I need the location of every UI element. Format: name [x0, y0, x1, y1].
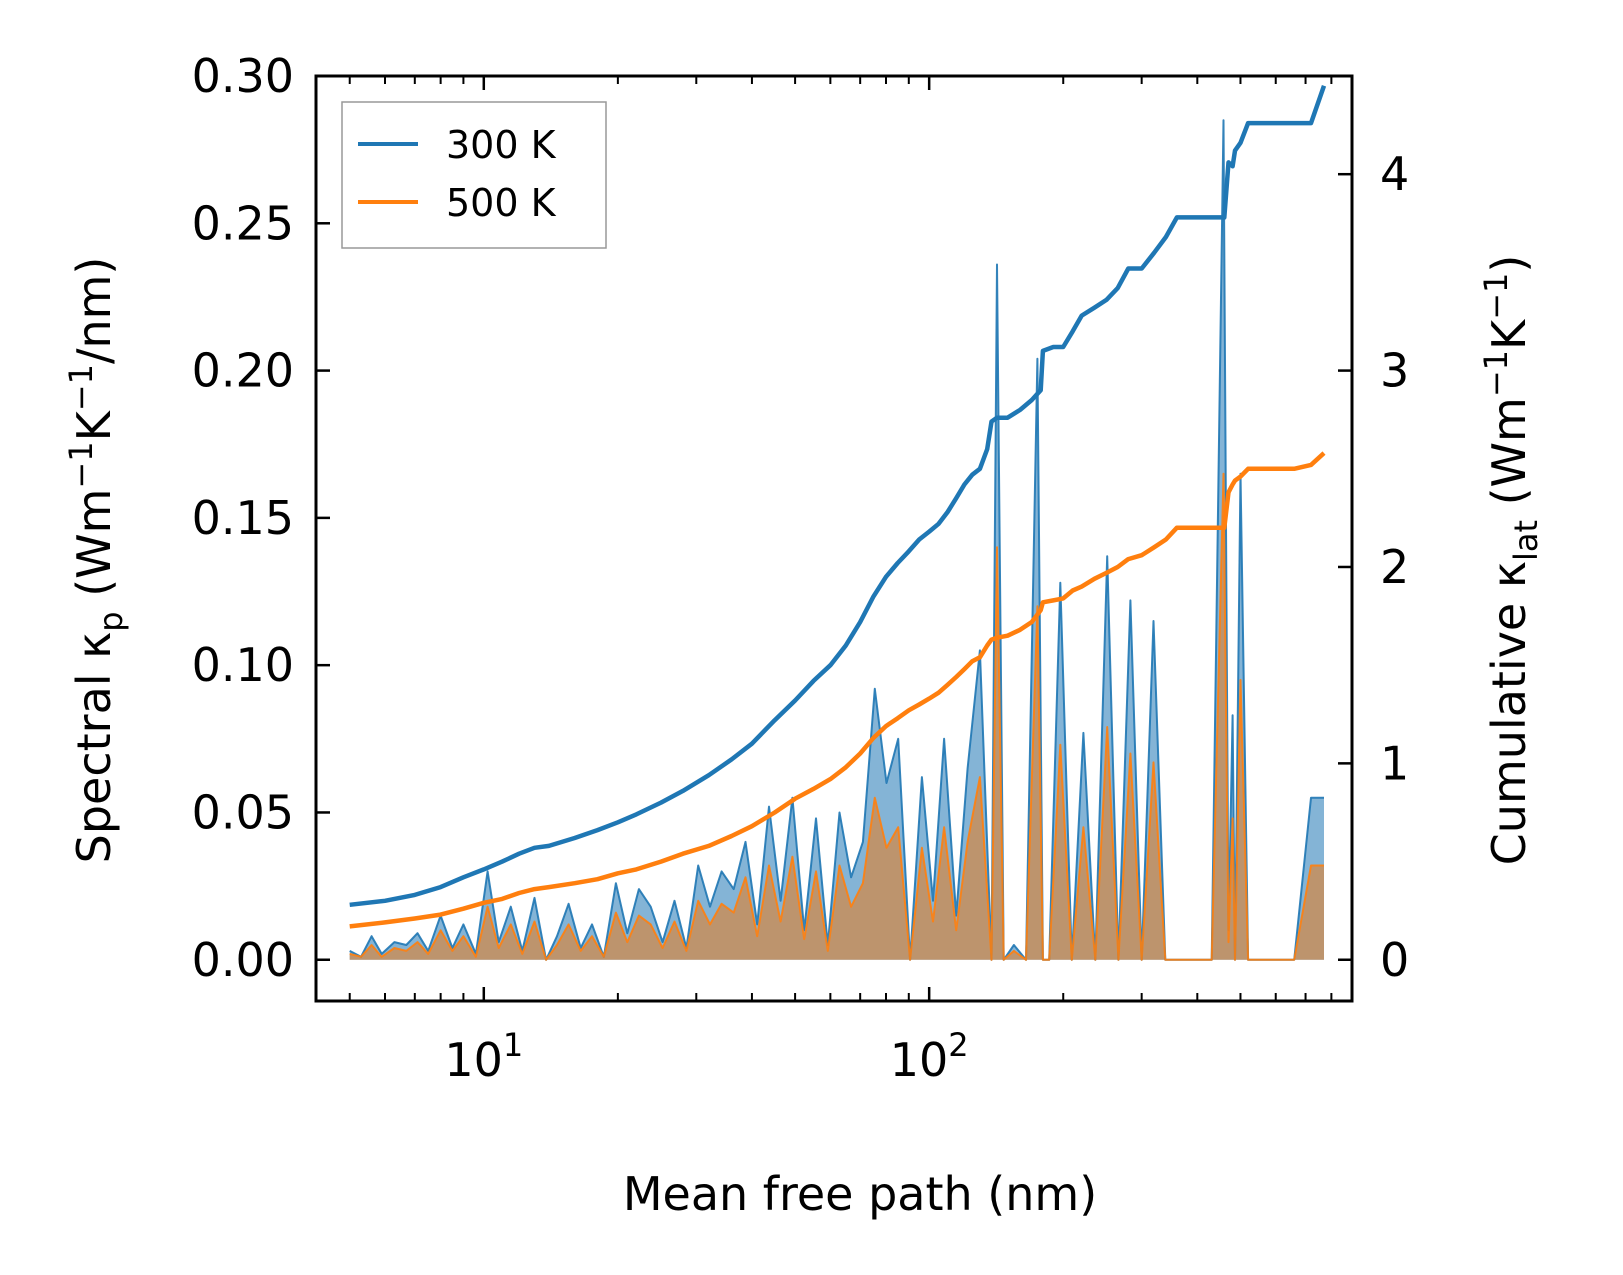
x-axis-label: Mean free path (nm): [623, 1167, 1097, 1221]
spectral-line-500k: [349, 472, 1324, 961]
left-tick-label-5: 0.25: [192, 196, 294, 250]
x-axis-ticks: 101 102: [348, 76, 1333, 1087]
right-tick-label-3: 3: [1380, 344, 1409, 398]
plot-frame: [314, 74, 1354, 1003]
right-tick-label-1: 1: [1380, 736, 1409, 790]
left-tick-label-3: 0.15: [192, 491, 294, 545]
left-tick-label-0: 0.00: [192, 933, 294, 987]
legend-label-300k: 300 K: [446, 123, 557, 167]
legend: 300 K 500 K: [341, 101, 607, 249]
left-tick-label-1: 0.05: [192, 785, 294, 839]
cumulative-line-layer: [349, 85, 1327, 929]
left-axis-label: Spectral κp (Wm−1K−1/nm): [62, 257, 130, 864]
spectral-fill-layer: [349, 120, 1324, 960]
x-tick-label-0: 101: [444, 1026, 523, 1087]
right-tick-label-4: 4: [1380, 147, 1409, 201]
spectral-fill-500k: [349, 473, 1324, 960]
left-tick-label-2: 0.10: [192, 638, 294, 692]
right-tick-label-0: 0: [1380, 933, 1409, 987]
cumulative-line-500k: [349, 451, 1326, 929]
x-tick-label-1: 102: [890, 1026, 969, 1087]
cumulative-line-300k: [349, 85, 1327, 908]
left-axis-ticks: 0.00 0.05 0.10 0.15 0.20 0.25 0.30: [192, 49, 330, 987]
left-tick-label-4: 0.20: [192, 344, 294, 398]
spectral-line-layer: [349, 119, 1324, 961]
right-axis-label: Cumulative κlat (Wm−1K−1): [1477, 255, 1545, 866]
right-tick-label-2: 2: [1380, 540, 1409, 594]
left-tick-label-6: 0.30: [192, 49, 294, 103]
right-axis-ticks: 0 1 2 3 4: [1338, 147, 1409, 987]
legend-label-500k: 500 K: [446, 181, 557, 225]
legend-box: [341, 101, 607, 249]
